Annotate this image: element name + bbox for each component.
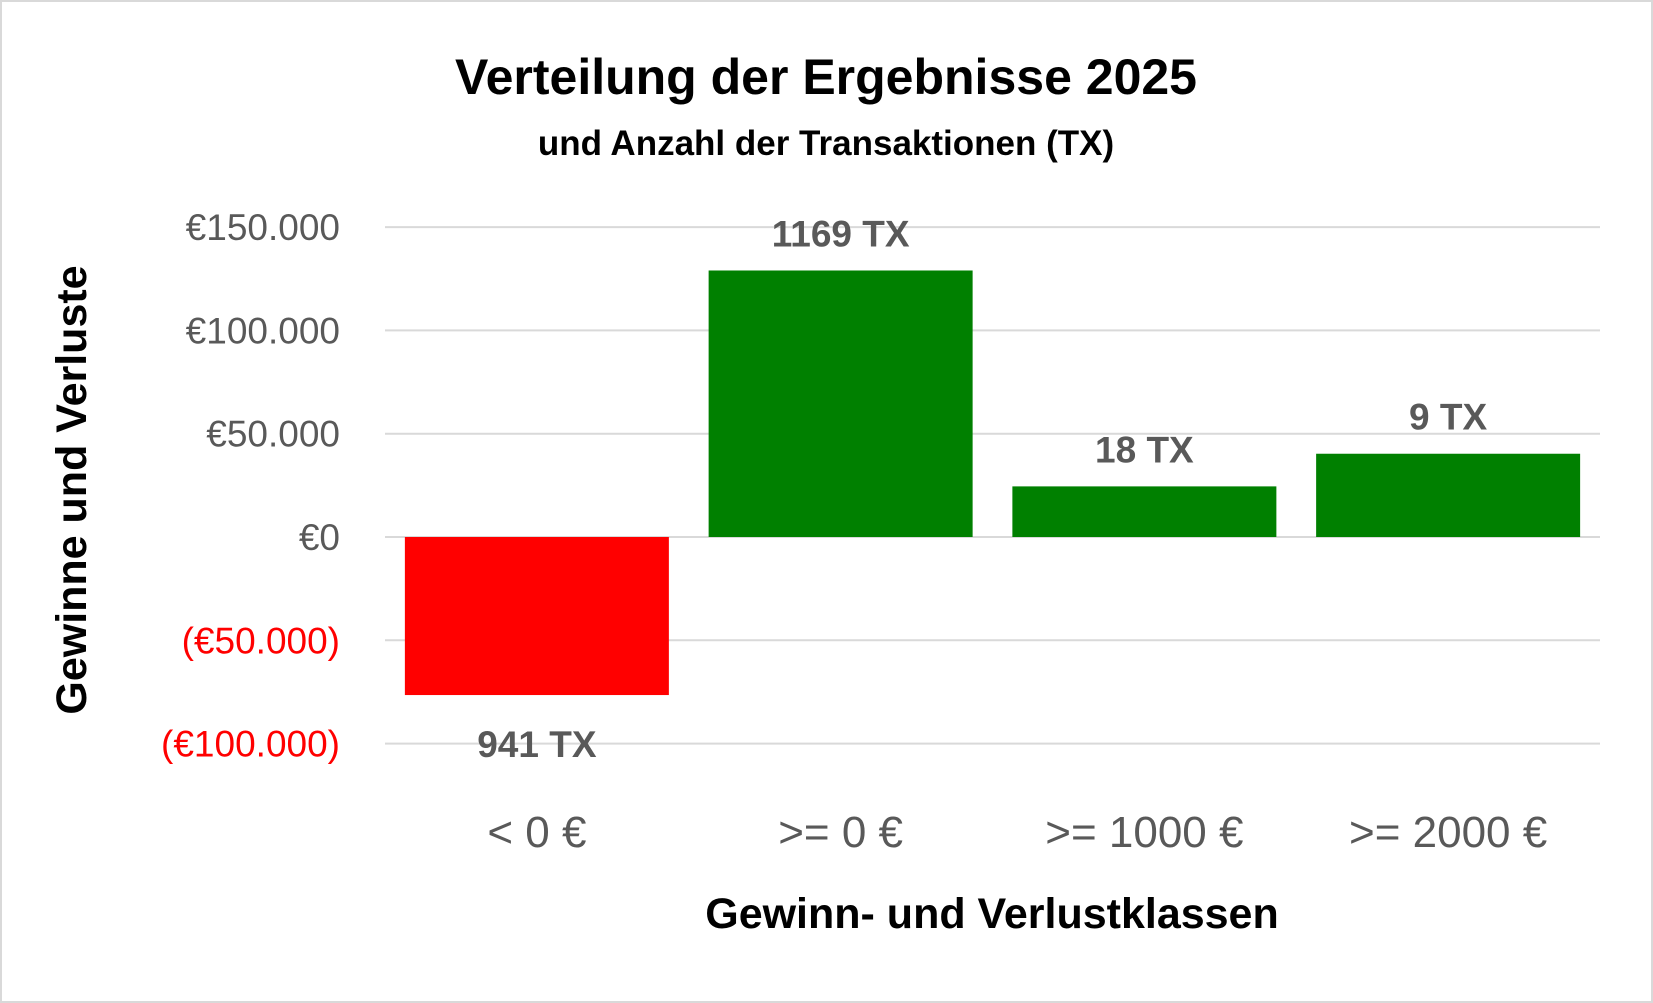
x-tick-label: >= 0 €	[778, 808, 903, 857]
x-tick-label: < 0 €	[487, 808, 586, 857]
y-tick-label: €150.000	[186, 207, 340, 248]
y-tick-label: €50.000	[206, 414, 340, 455]
data-label: 9 TX	[1409, 397, 1487, 438]
data-label: 941 TX	[477, 724, 597, 765]
y-tick-label: (€50.000)	[182, 620, 340, 661]
chart-subtitle: und Anzahl der Transaktionen (TX)	[538, 124, 1114, 163]
bar	[708, 270, 973, 537]
data-label: 18 TX	[1095, 429, 1194, 470]
chart-title: Verteilung der Ergebnisse 2025	[455, 49, 1197, 105]
bar	[404, 537, 669, 696]
bar	[1012, 486, 1277, 537]
y-tick-label: (€100.000)	[161, 724, 340, 765]
y-tick-label: €0	[299, 517, 340, 558]
data-label: 1169 TX	[772, 213, 910, 254]
bar	[1316, 453, 1581, 537]
x-tick-label: >= 1000 €	[1045, 808, 1243, 857]
y-tick-label: €100.000	[186, 310, 340, 351]
y-axis-title: Gewinne und Verluste	[48, 265, 96, 714]
x-axis-title: Gewinn- und Verlustklassen	[705, 890, 1279, 938]
x-tick-label: >= 2000 €	[1349, 808, 1547, 857]
